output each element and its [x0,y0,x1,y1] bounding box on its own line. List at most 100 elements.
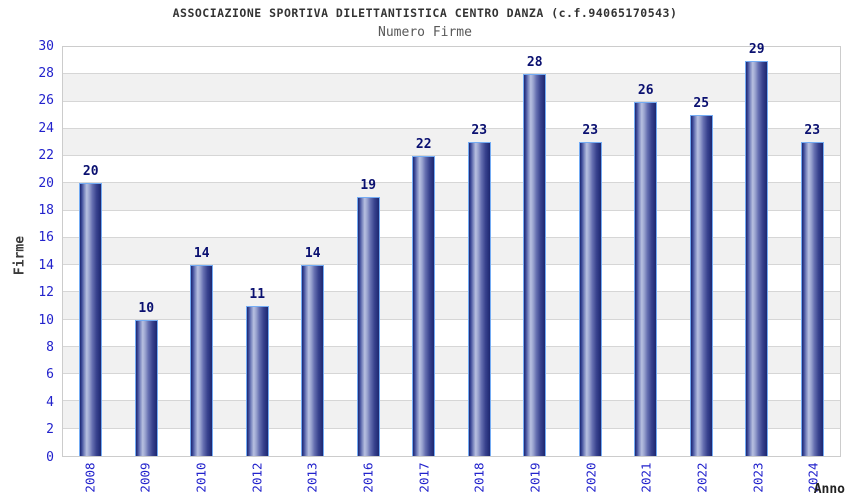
bar-rect [800,142,824,456]
x-axis-label: Anno [813,482,845,497]
gridline [63,236,840,238]
bar-value-label: 20 [82,164,99,180]
bar-value-label: 28 [526,55,543,71]
bar-rect [578,142,602,456]
chart-subtitle: Numero Firme [378,25,472,40]
y-tick-label: 24 [38,120,54,136]
gridline [63,73,840,75]
x-tick-label: 2020 [583,462,599,493]
plot-area: 20 10 14 11 14 19 22 23 28 23 26 25 29 23 [62,42,841,457]
gridline [63,427,840,429]
x-tick-label: 2016 [360,462,376,493]
y-tick-label: 26 [38,93,54,109]
x-axis-ticks: 2008 2009 2010 2012 2013 2016 2017 2018 2019 2020… [62,457,841,500]
x-tick-label: 2008 [82,462,98,493]
bar-2021: 26 [634,83,658,456]
bar-rect [245,306,269,456]
bar-value-label: 23 [804,123,821,139]
bar-rect [467,142,491,456]
plot-band [63,183,840,211]
bar-2024: 23 [800,123,824,456]
plot-band [63,128,840,157]
plot-band [63,374,840,402]
bar-value-label: 19 [360,177,377,193]
x-tick-label: 2013 [304,462,320,493]
y-tick-label: 6 [46,367,54,383]
bar-rect [190,265,214,456]
gridline [63,209,840,211]
bar-value-label: 29 [748,41,765,57]
bar-2013: 14 [301,246,325,456]
plot-band [63,319,840,347]
bar-2012: 11 [245,287,269,456]
bar-2018: 23 [467,123,491,456]
plot-band [63,74,840,102]
gridline [63,182,840,184]
x-tick-label: 2021 [638,462,654,493]
bar-2008: 20 [79,164,103,456]
y-tick-label: 8 [46,339,54,355]
y-tick-label: 20 [38,175,54,191]
gridline [63,400,840,402]
bar-value-label: 23 [582,123,599,139]
plot-band [63,401,840,429]
bar-rect [634,101,658,456]
bar-2017: 22 [412,137,436,456]
gridline [63,318,840,320]
y-axis-ticks: 0 2 4 6 8 10 12 14 16 18 20 22 24 26 28 30 [0,39,54,465]
y-tick-label: 18 [38,202,54,218]
bar-rect [356,196,380,456]
x-tick-label: 2012 [249,462,265,493]
bar-rect [412,156,436,456]
plot-band [63,346,840,375]
bar-rect [745,60,769,456]
bar-value-label: 23 [471,123,488,139]
plot-band [63,292,840,320]
gridline [63,127,840,129]
bar-2019: 28 [523,55,547,456]
bar-rect [134,319,158,456]
gridline [63,264,840,266]
bar-2022: 25 [689,96,713,456]
gridline [63,155,840,157]
gridline [63,291,840,293]
plot-band [63,101,840,129]
bar-value-label: 10 [138,300,155,316]
y-tick-label: 4 [46,394,54,410]
bar-rect [79,183,103,456]
bar-value-label: 14 [193,246,210,262]
x-tick-label: 2010 [193,462,209,493]
bar-rect [523,74,547,456]
x-tick-label: 2023 [750,462,766,493]
x-tick-label: 2022 [694,462,710,493]
x-tick-label: 2017 [416,462,432,493]
plot-band [63,210,840,238]
y-tick-label: 10 [38,312,54,328]
bar-2023: 29 [745,42,769,456]
plot-band [63,237,840,266]
bar-rect [689,115,713,456]
y-tick-label: 16 [38,230,54,246]
bar-value-label: 25 [693,96,710,112]
chart-title: ASSOCIAZIONE SPORTIVA DILETTANTISTICA CE… [172,6,678,20]
y-tick-label: 14 [38,257,54,273]
y-tick-label: 2 [46,422,54,438]
bar-2020: 23 [578,123,602,456]
y-tick-label: 30 [38,38,54,54]
bar-value-label: 26 [637,82,654,98]
x-tick-label: 2019 [527,462,543,493]
bar-value-label: 14 [304,246,321,262]
y-tick-label: 0 [46,449,54,465]
plot-band [63,428,840,456]
plot-band [63,265,840,293]
x-tick-label: 2018 [471,462,487,493]
bar-rect [301,265,325,456]
plot-band [63,47,840,75]
plot-band [63,156,840,184]
bar-2010: 14 [190,246,214,456]
gridline [63,345,840,347]
y-tick-label: 22 [38,148,54,164]
y-tick-label: 12 [38,285,54,301]
bar-2016: 19 [356,178,380,456]
